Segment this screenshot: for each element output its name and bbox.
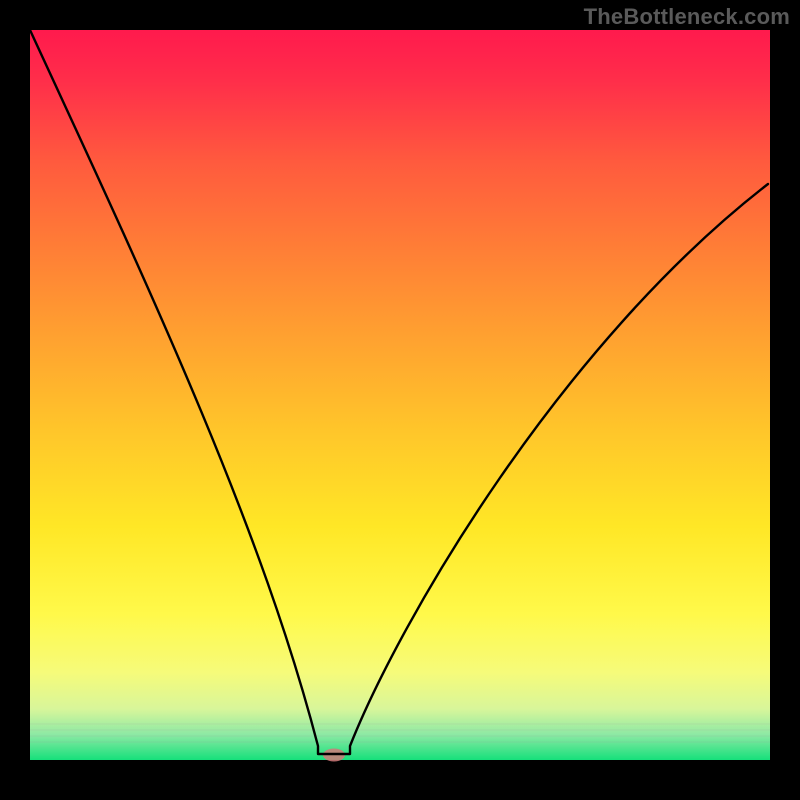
bottleneck-chart — [0, 0, 800, 800]
plot-background — [30, 30, 770, 760]
watermark-text: TheBottleneck.com — [584, 4, 790, 30]
chart-stage: TheBottleneck.com — [0, 0, 800, 800]
